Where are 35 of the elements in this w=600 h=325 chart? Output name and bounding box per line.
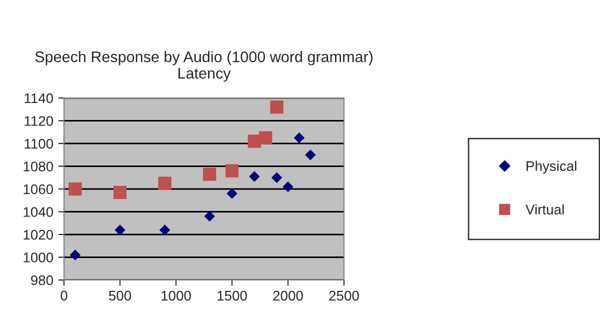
point bbox=[70, 250, 81, 260]
point bbox=[270, 100, 284, 114]
y-tick-label: 980 bbox=[31, 275, 54, 286]
point bbox=[282, 181, 294, 192]
y-tick-label: 1000 bbox=[24, 252, 54, 262]
y-tick-label: 1040 bbox=[24, 207, 54, 217]
y-tick-label: 1120 bbox=[24, 116, 54, 126]
point bbox=[226, 188, 238, 199]
point bbox=[259, 131, 272, 144]
point bbox=[225, 164, 239, 178]
point bbox=[204, 210, 215, 222]
point bbox=[203, 168, 216, 181]
point bbox=[68, 182, 82, 196]
x-tick-label: 0 bbox=[60, 290, 68, 301]
x-tick-label: 1500 bbox=[218, 290, 247, 301]
x-tick-label: 1000 bbox=[162, 290, 191, 301]
chart-title: Speech Response by Audio (1000 word grammar) Latency bbox=[35, 51, 372, 82]
y-tick-label: 1100 bbox=[24, 138, 54, 149]
y-tick-label: 1140 bbox=[24, 93, 54, 104]
legend-label: Physical bbox=[526, 160, 576, 174]
x-tick-label: 2500 bbox=[329, 290, 359, 301]
x-tick-label: 500 bbox=[108, 290, 132, 301]
y-tick-label: 1060 bbox=[24, 184, 54, 194]
point bbox=[159, 224, 170, 236]
point bbox=[113, 186, 127, 199]
point bbox=[305, 149, 316, 160]
point bbox=[271, 172, 282, 184]
point bbox=[114, 224, 126, 236]
legend-label: Virtual bbox=[526, 204, 564, 214]
x-tick-label: 2000 bbox=[273, 290, 303, 301]
y-tick-label: 1020 bbox=[24, 230, 54, 240]
point bbox=[158, 176, 172, 190]
point bbox=[294, 132, 305, 144]
point bbox=[249, 171, 260, 182]
y-tick-label: 1080 bbox=[24, 162, 54, 172]
